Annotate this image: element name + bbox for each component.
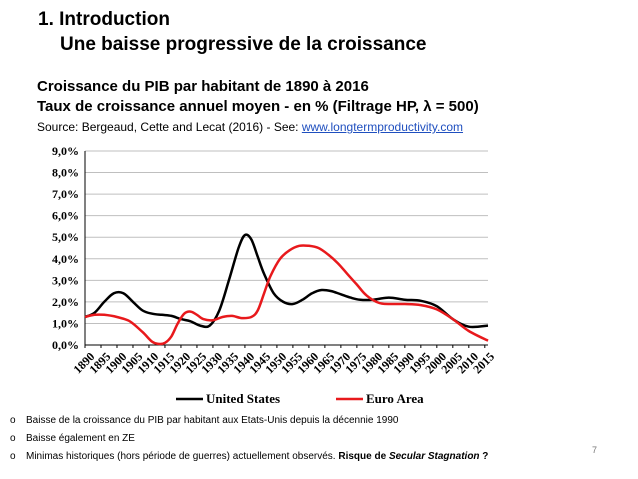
y-tick-label: 2,0% bbox=[52, 295, 79, 309]
y-tick-label: 7,0% bbox=[52, 187, 79, 201]
y-tick-label: 0,0% bbox=[52, 338, 79, 352]
chart-title-line2: Taux de croissance annuel moyen - en % (… bbox=[37, 98, 479, 115]
bullet-1-text: Baisse de la croissance du PIB par habit… bbox=[26, 415, 399, 426]
legend-label: Euro Area bbox=[366, 391, 424, 406]
source-text: Source: Bergeaud, Cette and Lecat (2016)… bbox=[37, 120, 302, 134]
y-tick-label: 6,0% bbox=[52, 209, 79, 223]
bullet-3: o Minimas historiques (hors période de gu… bbox=[10, 450, 488, 463]
bullet-3-bold-prefix: Risque de bbox=[338, 451, 389, 462]
bullet-1-marker: o bbox=[10, 415, 16, 426]
y-tick-label: 1,0% bbox=[52, 316, 79, 330]
y-tick-label: 4,0% bbox=[52, 252, 79, 266]
page-number: 7 bbox=[592, 445, 598, 455]
bullet-3-marker: o bbox=[10, 451, 16, 462]
y-tick-label: 8,0% bbox=[52, 166, 79, 180]
bullet-2-marker: o bbox=[10, 433, 16, 444]
bullet-1: o Baisse de la croissance du PIB par habi… bbox=[10, 414, 398, 427]
bullet-3-bold-suffix: ? bbox=[479, 451, 489, 462]
y-tick-label: 5,0% bbox=[52, 230, 79, 244]
legend-label: United States bbox=[206, 391, 280, 406]
bullet-2: o Baisse également en ZE bbox=[10, 432, 135, 445]
slide-subheading: Une baisse progressive de la croissance bbox=[60, 34, 427, 55]
bullet-3-bold-italic: Secular Stagnation bbox=[388, 451, 480, 462]
series-line-united-states bbox=[84, 233, 489, 329]
y-tick-label: 9,0% bbox=[52, 144, 79, 158]
series-line-euro-area bbox=[84, 244, 489, 346]
chart-title-line1: Croissance du PIB par habitant de 1890 à… bbox=[37, 78, 369, 95]
bullet-3-text: Minimas historiques (hors période de gue… bbox=[26, 451, 339, 462]
source-line: Source: Bergeaud, Cette and Lecat (2016)… bbox=[37, 120, 463, 135]
bullet-2-text: Baisse également en ZE bbox=[26, 433, 135, 444]
y-tick-label: 3,0% bbox=[52, 273, 79, 287]
slide-heading: 1. Introduction bbox=[38, 9, 170, 30]
source-link[interactable]: www.longtermproductivity.com bbox=[301, 120, 464, 134]
